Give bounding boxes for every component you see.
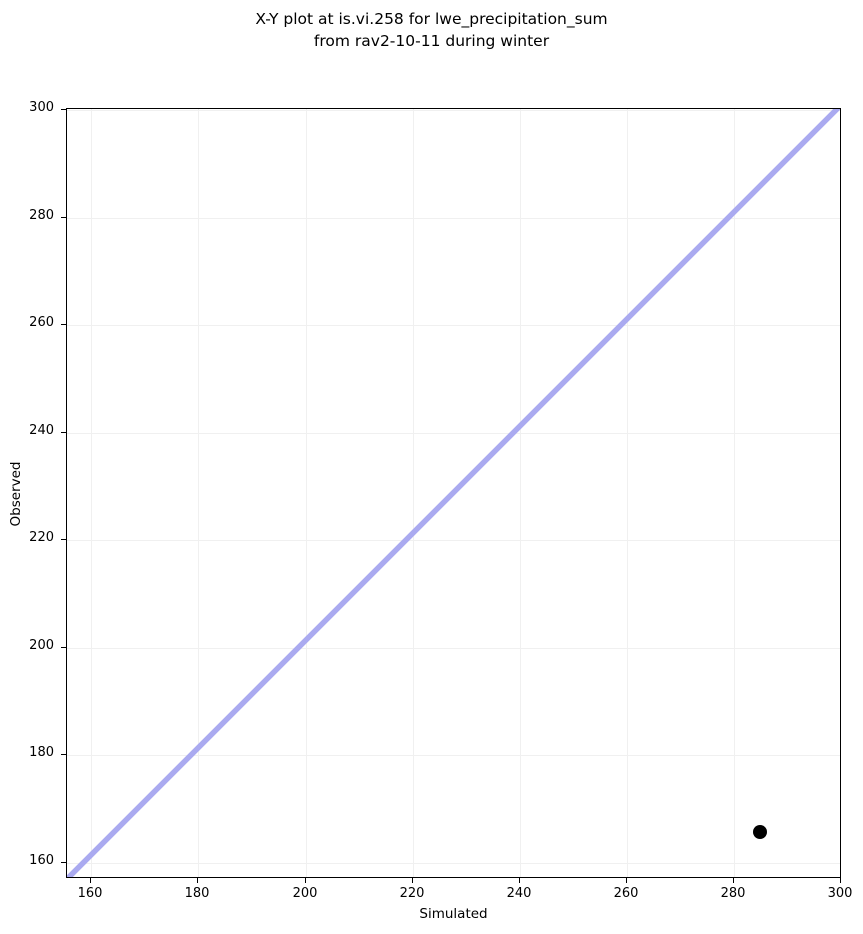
y-tick-mark	[61, 754, 66, 755]
gridline-horizontal	[67, 648, 840, 649]
x-tick-mark	[90, 878, 91, 883]
gridline-vertical	[520, 109, 521, 877]
x-axis-label: Simulated	[419, 906, 488, 922]
y-tick-label: 220	[29, 530, 54, 545]
y-tick-mark	[61, 647, 66, 648]
x-tick-label: 200	[292, 886, 318, 901]
one-to-one-reference-line	[67, 109, 840, 877]
x-tick-label: 160	[77, 886, 103, 901]
gridline-horizontal	[67, 755, 840, 756]
x-tick-mark	[412, 878, 413, 883]
gridline-horizontal	[67, 863, 840, 864]
x-tick-mark	[197, 878, 198, 883]
y-tick-label: 160	[29, 853, 54, 868]
y-tick-label: 280	[29, 208, 54, 223]
gridline-vertical	[627, 109, 628, 877]
gridline-horizontal	[67, 218, 840, 219]
gridline-horizontal	[67, 110, 840, 111]
gridline-vertical	[734, 109, 735, 877]
x-tick-mark	[733, 878, 734, 883]
x-tick-label: 220	[399, 886, 425, 901]
x-tick-mark	[519, 878, 520, 883]
x-tick-mark	[305, 878, 306, 883]
gridline-horizontal	[67, 433, 840, 434]
y-tick-label: 260	[29, 315, 54, 330]
x-tick-label: 180	[184, 886, 210, 901]
y-tick-mark	[61, 539, 66, 540]
x-tick-mark	[626, 878, 627, 883]
y-tick-label: 240	[29, 423, 54, 438]
gridline-vertical	[198, 109, 199, 877]
x-tick-label: 280	[720, 886, 746, 901]
gridline-vertical	[306, 109, 307, 877]
gridline-vertical	[413, 109, 414, 877]
chart-title: X-Y plot at is.vi.258 for lwe_precipitat…	[255, 10, 608, 50]
data-point[interactable]	[753, 825, 767, 839]
y-tick-mark	[61, 324, 66, 325]
gridline-horizontal	[67, 540, 840, 541]
y-axis-label: Observed	[8, 461, 24, 527]
gridline-horizontal	[67, 325, 840, 326]
gridline-vertical	[91, 109, 92, 877]
y-tick-label: 200	[29, 638, 54, 653]
x-tick-mark	[840, 878, 841, 883]
y-tick-mark	[61, 432, 66, 433]
plot-area[interactable]	[66, 108, 841, 878]
y-tick-label: 180	[29, 745, 54, 760]
y-tick-mark	[61, 862, 66, 863]
x-tick-label: 300	[827, 886, 853, 901]
x-tick-label: 260	[613, 886, 639, 901]
y-tick-mark	[61, 217, 66, 218]
y-tick-label: 300	[29, 100, 54, 115]
x-tick-label: 240	[506, 886, 532, 901]
y-tick-mark	[61, 109, 66, 110]
